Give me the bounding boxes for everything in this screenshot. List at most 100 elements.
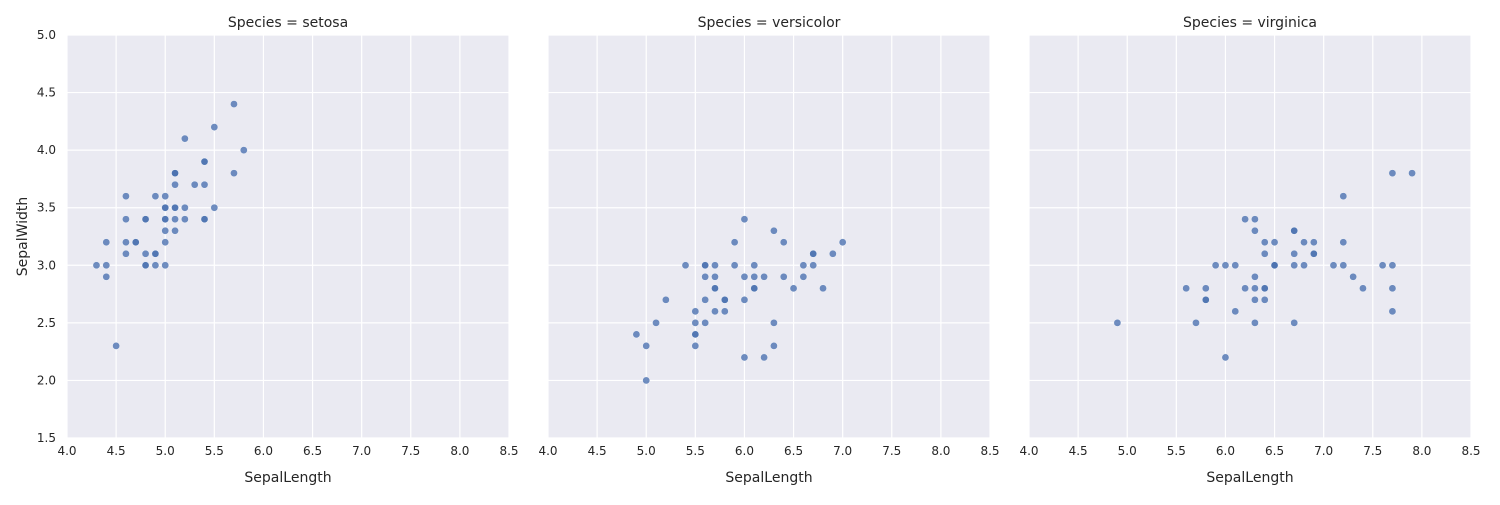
data-point (210, 123, 219, 131)
x-tick-label: 5.0 (637, 444, 656, 458)
data-point (799, 272, 808, 281)
y-tick-label: 4.0 (37, 143, 56, 157)
data-point (161, 215, 170, 224)
data-point (809, 249, 818, 258)
x-tick-label: 8.5 (1461, 444, 1480, 458)
x-tick-label: 5.5 (205, 444, 224, 458)
x-tick-label: 8.5 (980, 444, 999, 458)
data-point (1310, 249, 1318, 258)
data-point (1221, 261, 1230, 270)
data-point (701, 272, 709, 281)
data-point (1329, 261, 1338, 270)
data-point (760, 353, 768, 362)
data-point (1202, 284, 1210, 293)
data-point (652, 319, 660, 327)
x-tick-label: 6.5 (1265, 444, 1284, 458)
facet-panel-1: 4.0 4.5 5.0 5.5 6.0 6.5 7.0 7.5 8.0 8.5 Species = … (538, 15, 999, 486)
data-point (141, 261, 150, 270)
data-point (151, 249, 160, 258)
data-point (642, 376, 651, 385)
data-point (750, 284, 759, 293)
data-point (1408, 169, 1416, 177)
y-tick-label: 5.0 (37, 28, 56, 42)
data-point (122, 215, 130, 224)
data-point (1349, 272, 1357, 281)
plot-background (67, 35, 509, 438)
data-point (829, 249, 837, 258)
data-point (711, 284, 719, 293)
data-point (1339, 261, 1348, 270)
x-axis-label: SepalLength (244, 470, 331, 486)
data-point (1260, 249, 1269, 258)
data-point (711, 272, 719, 281)
plot-background (1029, 35, 1471, 438)
data-point (1192, 319, 1200, 327)
data-points (632, 215, 847, 385)
data-point (711, 261, 719, 270)
x-tick-label: 7.0 (352, 444, 371, 458)
data-point (122, 249, 130, 258)
x-tick-label: 5.5 (686, 444, 705, 458)
data-point (1260, 238, 1269, 247)
x-tick-label: 6.0 (254, 444, 273, 458)
data-point (632, 330, 641, 339)
data-point (1251, 215, 1259, 224)
data-point (760, 272, 768, 281)
data-point (721, 296, 729, 304)
data-point (740, 296, 749, 304)
data-point (1359, 284, 1367, 293)
data-point (740, 272, 749, 281)
data-point (1231, 261, 1240, 270)
x-tick-label: 7.5 (401, 444, 420, 458)
data-point (789, 284, 798, 293)
data-point (691, 307, 700, 316)
x-tick-label: 7.0 (1314, 444, 1333, 458)
data-point (161, 261, 170, 270)
data-point (1270, 238, 1279, 247)
facet-title: Species = virginica (1183, 15, 1317, 31)
data-point (691, 342, 700, 350)
data-point (1339, 192, 1348, 200)
facet-title: Species = setosa (228, 15, 348, 31)
data-point (1251, 272, 1259, 281)
x-tick-label: 4.5 (107, 444, 126, 458)
data-point (799, 261, 808, 270)
data-point (1300, 238, 1308, 247)
x-tick-label: 7.5 (882, 444, 901, 458)
data-point (141, 215, 150, 224)
data-point (230, 169, 238, 177)
data-point (1300, 261, 1308, 270)
data-point (102, 238, 111, 247)
data-point (1260, 296, 1269, 304)
data-point (190, 180, 199, 189)
data-point (200, 215, 209, 224)
data-point (730, 238, 739, 247)
data-point (740, 215, 749, 224)
x-tick-label: 5.0 (1118, 444, 1137, 458)
x-axis-label: SepalLength (725, 470, 812, 486)
x-tick-label: 6.0 (1216, 444, 1235, 458)
data-point (721, 307, 729, 316)
data-point (181, 215, 189, 224)
data-point (1241, 284, 1249, 293)
x-tick-label: 8.0 (450, 444, 469, 458)
data-point (770, 319, 778, 327)
data-point (750, 261, 759, 270)
x-tick-label: 7.5 (1363, 444, 1382, 458)
data-point (200, 157, 209, 166)
x-tick-label: 4.0 (57, 444, 76, 458)
y-tick-label: 2.5 (37, 316, 56, 330)
y-axis-label: SepalWidth (15, 197, 31, 277)
facet-panel-0: 4.0 4.5 5.0 5.5 6.0 6.5 7.0 7.5 8.0 8.5 1.5 2.0 2.5 3… (37, 15, 519, 486)
plot-background (548, 35, 990, 438)
data-point (1251, 226, 1259, 235)
data-point (770, 342, 778, 350)
data-point (1251, 284, 1259, 293)
data-point (171, 169, 179, 177)
x-axis-label: SepalLength (1206, 470, 1293, 486)
x-tick-label: 6.0 (735, 444, 754, 458)
data-point (1388, 284, 1397, 293)
data-points (92, 100, 248, 350)
